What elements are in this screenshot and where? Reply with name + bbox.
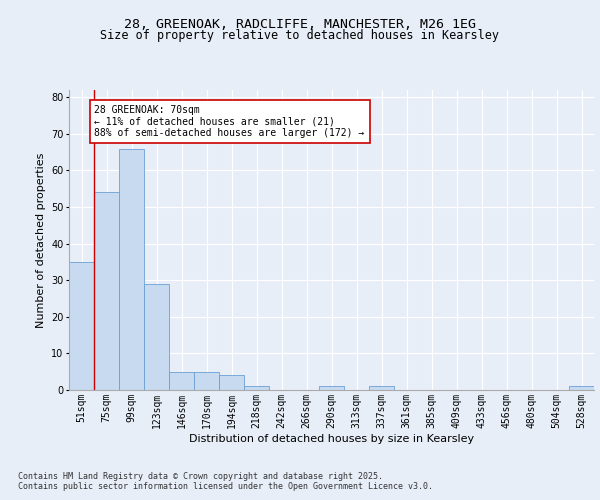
- Bar: [194, 372, 219, 390]
- Y-axis label: Number of detached properties: Number of detached properties: [35, 152, 46, 328]
- Bar: [69, 262, 94, 390]
- Bar: [119, 148, 144, 390]
- Bar: [569, 386, 594, 390]
- Text: 28, GREENOAK, RADCLIFFE, MANCHESTER, M26 1EG: 28, GREENOAK, RADCLIFFE, MANCHESTER, M26…: [124, 18, 476, 30]
- Text: Contains HM Land Registry data © Crown copyright and database right 2025.: Contains HM Land Registry data © Crown c…: [18, 472, 383, 481]
- Bar: [319, 386, 344, 390]
- Bar: [244, 386, 269, 390]
- Bar: [369, 386, 394, 390]
- Text: Size of property relative to detached houses in Kearsley: Size of property relative to detached ho…: [101, 28, 499, 42]
- Text: 28 GREENOAK: 70sqm
← 11% of detached houses are smaller (21)
88% of semi-detache: 28 GREENOAK: 70sqm ← 11% of detached hou…: [95, 104, 365, 138]
- Bar: [144, 284, 169, 390]
- Bar: [169, 372, 194, 390]
- Text: Contains public sector information licensed under the Open Government Licence v3: Contains public sector information licen…: [18, 482, 433, 491]
- Bar: [219, 376, 244, 390]
- Bar: [94, 192, 119, 390]
- X-axis label: Distribution of detached houses by size in Kearsley: Distribution of detached houses by size …: [189, 434, 474, 444]
